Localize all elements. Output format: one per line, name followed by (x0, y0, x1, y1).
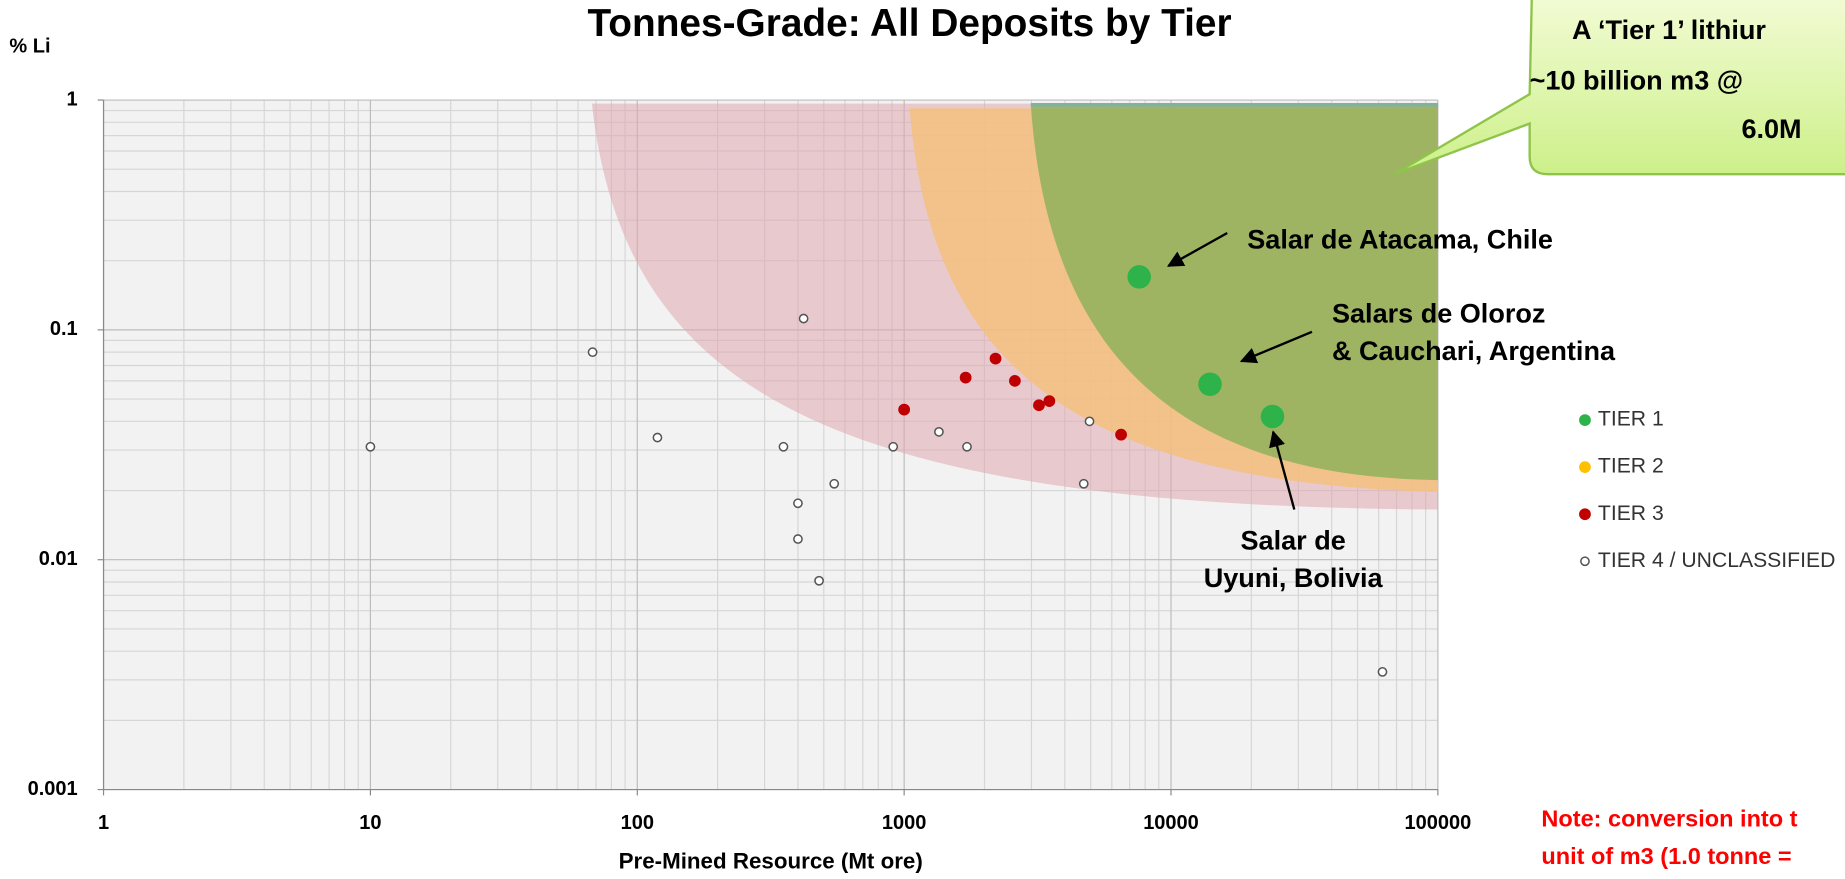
legend-label: TIER 1 (1598, 408, 1664, 431)
legend-marker (1579, 461, 1591, 474)
point (1078, 478, 1089, 489)
point (898, 403, 911, 416)
callout (1393, 0, 1845, 176)
point (959, 371, 972, 384)
annotation: Uyuni, Bolivia (1204, 563, 1384, 593)
point (962, 441, 972, 452)
annotations (1166, 231, 1313, 510)
arrow (1166, 231, 1228, 267)
point (652, 432, 663, 443)
point (814, 575, 824, 586)
annotation: & Cauchari, Argentina (1332, 336, 1616, 366)
callout-text: 6.0M (1741, 114, 1801, 144)
point (829, 478, 840, 489)
annotation: Salar de (1241, 526, 1346, 556)
callout-text: ~10 billion m3 @ (1530, 66, 1744, 96)
grid (102, 99, 1439, 791)
point (1377, 667, 1388, 677)
note: Note: conversion into t (1541, 805, 1797, 831)
point (793, 534, 803, 544)
arrow (1269, 430, 1296, 510)
x-axis-label: Pre-Mined Resource (Mt ore) (619, 848, 923, 873)
marks (365, 265, 1388, 677)
point (1009, 374, 1021, 387)
note: unit of m3 (1.0 tonne = (1541, 843, 1791, 869)
y-tick-label: 0.01 (39, 548, 78, 570)
point (1127, 265, 1151, 289)
legend-marker (1580, 556, 1590, 567)
point (888, 441, 899, 452)
callout-text: A ‘Tier 1’ lithiur (1572, 15, 1766, 45)
y-axis-label: % Li (9, 35, 50, 57)
legend-marker (1579, 414, 1591, 426)
tier1-zone (1030, 103, 1438, 481)
y-tick-label: 1 (67, 88, 78, 110)
x-tick-label: 100000 (1405, 812, 1472, 834)
x-tick-label: 10 (359, 812, 381, 834)
point (1084, 416, 1095, 427)
annotation: Salars de Oloroz (1332, 299, 1545, 329)
x-tick-label: 1000 (882, 812, 927, 834)
point (587, 347, 598, 358)
point (989, 352, 1002, 365)
point (1198, 372, 1222, 397)
chart-title: Tonnes-Grade: All Deposits by Tier (587, 2, 1231, 45)
point (365, 441, 376, 452)
x-tick-label: 10000 (1143, 812, 1199, 834)
point (778, 441, 789, 452)
point (793, 498, 803, 509)
point (934, 426, 944, 437)
legend-label: TIER 3 (1598, 502, 1664, 525)
y-tick-label: 0.001 (28, 778, 78, 800)
point (1043, 395, 1056, 407)
x-tick-label: 100 (621, 812, 654, 834)
legend-marker (1579, 508, 1591, 521)
annotation: Salar de Atacama, Chile (1247, 224, 1553, 254)
point (1033, 399, 1045, 412)
point (1115, 428, 1127, 441)
arrow (1239, 330, 1313, 364)
point (798, 313, 809, 324)
legend-label: TIER 4 / UNCLASSIFIED (1598, 549, 1835, 572)
point (1260, 404, 1285, 429)
x-tick-label: 1 (98, 812, 109, 834)
legend-label: TIER 2 (1598, 455, 1664, 478)
y-tick-label: 0.1 (50, 318, 78, 340)
